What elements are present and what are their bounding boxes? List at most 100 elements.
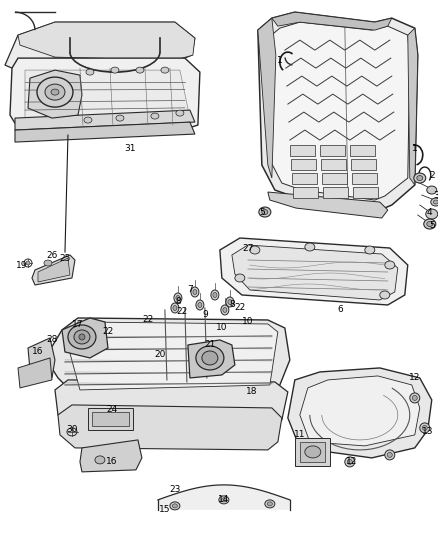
Text: 10: 10 xyxy=(242,318,254,327)
Text: 11: 11 xyxy=(294,431,306,439)
Text: 6: 6 xyxy=(337,305,343,314)
Polygon shape xyxy=(62,318,108,358)
Text: 22: 22 xyxy=(176,308,187,317)
Ellipse shape xyxy=(262,209,268,214)
Bar xyxy=(92,412,129,426)
Ellipse shape xyxy=(267,502,272,506)
Bar xyxy=(351,159,376,170)
Text: 16: 16 xyxy=(106,457,118,466)
Ellipse shape xyxy=(151,113,159,119)
Polygon shape xyxy=(232,245,398,300)
Ellipse shape xyxy=(174,293,182,303)
Ellipse shape xyxy=(250,246,260,254)
Ellipse shape xyxy=(226,297,234,307)
Polygon shape xyxy=(220,238,408,305)
Polygon shape xyxy=(268,192,388,218)
Text: 22: 22 xyxy=(234,303,245,312)
Ellipse shape xyxy=(385,261,395,269)
Ellipse shape xyxy=(221,305,229,315)
Ellipse shape xyxy=(417,175,423,181)
Ellipse shape xyxy=(193,289,197,295)
Bar xyxy=(291,159,316,170)
Ellipse shape xyxy=(380,291,390,299)
Polygon shape xyxy=(58,405,282,450)
Ellipse shape xyxy=(171,303,179,313)
Ellipse shape xyxy=(387,453,392,457)
Ellipse shape xyxy=(385,450,395,460)
Ellipse shape xyxy=(136,67,144,73)
Bar xyxy=(292,173,317,184)
Ellipse shape xyxy=(51,89,59,95)
Text: 5: 5 xyxy=(429,221,434,230)
Ellipse shape xyxy=(111,67,119,73)
Text: 16: 16 xyxy=(32,348,44,357)
Ellipse shape xyxy=(213,293,217,297)
Ellipse shape xyxy=(116,115,124,121)
Ellipse shape xyxy=(424,219,436,229)
Polygon shape xyxy=(10,58,200,130)
Ellipse shape xyxy=(37,77,73,107)
Ellipse shape xyxy=(176,110,184,116)
Text: 9: 9 xyxy=(202,311,208,319)
Ellipse shape xyxy=(173,504,177,508)
Text: 12: 12 xyxy=(409,374,420,383)
Polygon shape xyxy=(25,70,190,120)
Ellipse shape xyxy=(235,274,245,282)
Ellipse shape xyxy=(426,209,438,219)
Polygon shape xyxy=(18,22,195,60)
Ellipse shape xyxy=(221,498,226,502)
Bar xyxy=(321,159,346,170)
Text: 22: 22 xyxy=(142,316,154,325)
Ellipse shape xyxy=(211,290,219,300)
Polygon shape xyxy=(408,28,418,185)
Ellipse shape xyxy=(431,198,438,206)
Ellipse shape xyxy=(173,305,177,311)
Polygon shape xyxy=(300,376,420,446)
Ellipse shape xyxy=(79,334,85,340)
Ellipse shape xyxy=(95,456,105,464)
Text: 5: 5 xyxy=(259,207,265,216)
Text: 8: 8 xyxy=(175,297,181,306)
Ellipse shape xyxy=(412,395,417,400)
Text: 3: 3 xyxy=(433,190,438,199)
Polygon shape xyxy=(28,338,55,378)
Text: 25: 25 xyxy=(59,254,71,263)
Ellipse shape xyxy=(45,84,65,100)
Text: 10: 10 xyxy=(216,324,228,333)
Bar xyxy=(352,173,377,184)
Polygon shape xyxy=(188,340,235,378)
Ellipse shape xyxy=(427,222,433,227)
Bar xyxy=(88,408,133,430)
Text: 24: 24 xyxy=(106,406,117,415)
Ellipse shape xyxy=(228,300,232,304)
Polygon shape xyxy=(55,380,288,430)
Text: 30: 30 xyxy=(66,425,78,434)
Text: 28: 28 xyxy=(46,335,58,344)
Text: 1: 1 xyxy=(277,55,283,64)
Text: 19: 19 xyxy=(16,261,28,270)
Polygon shape xyxy=(48,318,290,395)
Polygon shape xyxy=(272,12,392,30)
Ellipse shape xyxy=(433,200,438,204)
Text: 15: 15 xyxy=(159,505,171,514)
Bar xyxy=(295,438,330,466)
Polygon shape xyxy=(32,255,75,285)
Text: 20: 20 xyxy=(154,351,166,359)
Ellipse shape xyxy=(74,330,90,344)
Polygon shape xyxy=(288,368,432,458)
Ellipse shape xyxy=(422,425,427,431)
Text: 23: 23 xyxy=(169,486,180,495)
Bar xyxy=(293,187,318,198)
Polygon shape xyxy=(5,22,195,68)
Bar xyxy=(350,145,375,156)
Text: 8: 8 xyxy=(229,301,235,310)
Ellipse shape xyxy=(202,351,218,365)
Ellipse shape xyxy=(410,393,420,403)
Ellipse shape xyxy=(84,117,92,123)
Ellipse shape xyxy=(219,496,229,504)
Polygon shape xyxy=(268,22,410,200)
Polygon shape xyxy=(15,122,195,142)
Ellipse shape xyxy=(68,325,96,349)
Text: 21: 21 xyxy=(204,341,215,350)
Text: 2: 2 xyxy=(429,171,434,180)
